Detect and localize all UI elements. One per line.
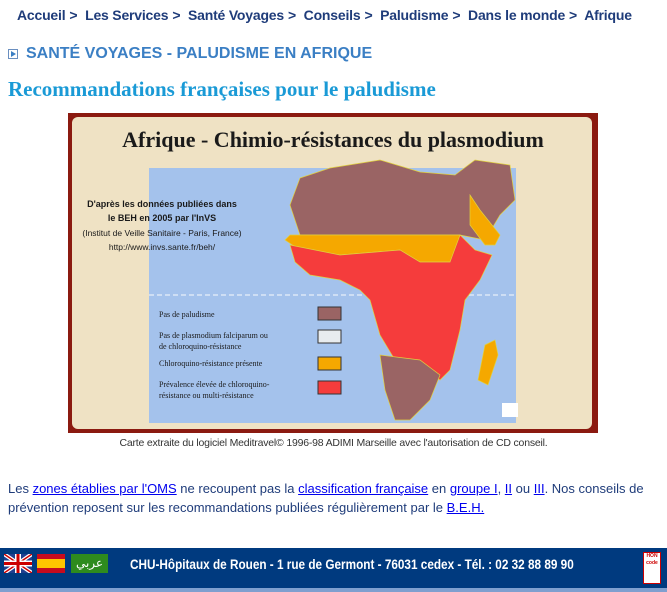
svg-text:http://www.invs.sante.fr/beh/: http://www.invs.sante.fr/beh/: [109, 242, 216, 252]
footer: عربي CHU-Hôpitaux de Rouen - 1 rue de Ge…: [0, 548, 667, 588]
africa-resistance-map: Afrique - Chimio-résistances du plasmodi…: [68, 113, 598, 433]
link-zones-oms[interactable]: zones établies par l'OMS: [32, 481, 177, 496]
link-groupe-1[interactable]: groupe I: [449, 481, 498, 496]
breadcrumb-paludisme[interactable]: Paludisme: [380, 7, 449, 23]
svg-text:résistance ou multi-résistance: résistance ou multi-résistance: [159, 391, 254, 400]
sep: >: [172, 7, 181, 23]
map-legend: Pas de paludisme Pas de plasmodium falci…: [159, 306, 342, 400]
link-beh[interactable]: B.E.H.: [446, 500, 485, 515]
svg-text:Pas de paludisme: Pas de paludisme: [159, 310, 215, 319]
region-no-malaria-south: [379, 354, 441, 421]
footer-strip: [0, 588, 667, 592]
breadcrumb-afrique[interactable]: Afrique: [584, 7, 632, 23]
breadcrumb-services[interactable]: Les Services: [85, 7, 169, 23]
sep: >: [287, 7, 296, 23]
svg-text:D'après les données publiées d: D'après les données publiées dans: [87, 199, 237, 209]
legend-swatch: [317, 356, 342, 371]
spain-flag-icon[interactable]: [37, 554, 65, 573]
legend-swatch: [317, 329, 342, 344]
breadcrumb-sante-voyages[interactable]: Santé Voyages: [188, 7, 284, 23]
svg-text:Chloroquino-résistance présent: Chloroquino-résistance présente: [159, 359, 263, 368]
link-groupe-3[interactable]: III: [533, 481, 545, 496]
map-caption: Carte extraite du logiciel Meditravel© 1…: [119, 437, 548, 449]
info-paragraph: Les zones établies par l'OMS ne recoupen…: [8, 481, 644, 515]
page-title: Recommandations françaises pour le palud…: [8, 77, 436, 101]
breadcrumb-monde[interactable]: Dans le monde: [468, 7, 566, 23]
globe-logo-icon: [502, 403, 518, 417]
region-chloroquine-horn: [469, 193, 501, 246]
section-title: SANTÉ VOYAGES - PALUDISME EN AFRIQUE: [26, 45, 373, 62]
breadcrumb-conseils[interactable]: Conseils: [303, 7, 361, 23]
sep: >: [452, 7, 461, 23]
svg-text:(Institut de Veille Sanitaire: (Institut de Veille Sanitaire - Paris, F…: [82, 228, 241, 238]
region-madagascar: [477, 339, 499, 386]
africa-shape: [284, 159, 516, 421]
region-high-resistance: [289, 234, 493, 381]
footer-address: CHU-Hôpitaux de Rouen - 1 rue de Germont…: [130, 556, 574, 572]
svg-text:le BEH en 2005 par l'InVS: le BEH en 2005 par l'InVS: [108, 213, 216, 223]
sep: >: [569, 7, 578, 23]
svg-text:Pas de plasmodium falciparum o: Pas de plasmodium falciparum ou: [159, 331, 268, 340]
breadcrumb-accueil[interactable]: Accueil: [17, 7, 66, 23]
svg-text:Prévalence élevée de chloroqui: Prévalence élevée de chloroquino-: [159, 380, 270, 389]
uk-flag-icon[interactable]: [4, 554, 32, 573]
section-header: SANTÉ VOYAGES - PALUDISME EN AFRIQUE: [8, 45, 372, 63]
link-classification[interactable]: classification française: [298, 481, 429, 496]
svg-text:de chloroquino-résistance: de chloroquino-résistance: [159, 342, 242, 351]
map-title: Afrique - Chimio-résistances du plasmodi…: [122, 127, 544, 152]
arabic-language-button[interactable]: عربي: [71, 554, 108, 573]
hon-code-badge[interactable]: HON code: [643, 552, 661, 584]
sep: >: [364, 7, 373, 23]
sep: >: [69, 7, 78, 23]
breadcrumb: Accueil > Les Services > Santé Voyages > Co…: [17, 7, 636, 23]
legend-swatch: [317, 306, 342, 321]
map-source: D'après les données publiées dans le BEH…: [82, 199, 241, 252]
legend-swatch: [317, 380, 342, 395]
arrow-right-icon: [8, 49, 18, 59]
link-groupe-2[interactable]: II: [504, 481, 513, 496]
